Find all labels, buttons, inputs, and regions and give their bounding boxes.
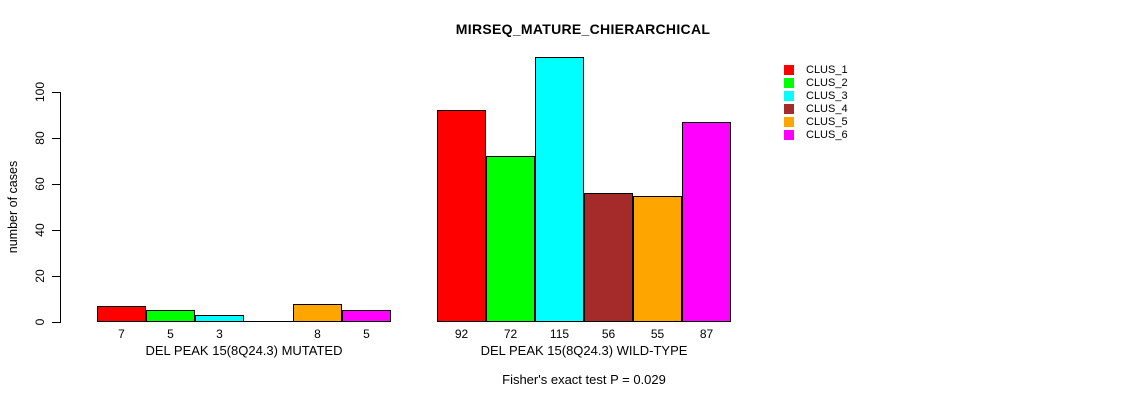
bar-clus_3 — [535, 57, 584, 322]
group-label: DEL PEAK 15(8Q24.3) WILD-TYPE — [480, 343, 688, 358]
y-tick-mark — [52, 322, 60, 323]
zero-height-bar-clus_4 — [244, 321, 293, 322]
bar-clus_5 — [293, 304, 342, 322]
y-tick-mark — [52, 276, 60, 277]
bar-value-label: 3 — [216, 327, 223, 341]
bar-value-label: 5 — [167, 327, 174, 341]
legend-item-clus_2: CLUS_2 — [784, 77, 874, 89]
y-tick-mark — [52, 138, 60, 139]
bar-clus_2 — [486, 156, 535, 322]
y-tick-label: 100 — [33, 81, 47, 103]
bar-clus_1 — [437, 110, 486, 322]
fisher-test-annotation: Fisher's exact test P = 0.029 — [502, 372, 666, 387]
legend-item-clus_4: CLUS_4 — [784, 103, 874, 115]
y-tick-mark — [52, 230, 60, 231]
y-axis-line — [60, 92, 61, 323]
legend-swatch-icon — [784, 91, 794, 101]
legend-swatch-icon — [784, 65, 794, 75]
bar-clus_1 — [97, 306, 146, 322]
bar-clus_3 — [195, 315, 244, 322]
bar-value-label: 115 — [549, 327, 570, 341]
legend-swatch-icon — [784, 117, 794, 127]
bar-clus_2 — [146, 310, 195, 322]
bar-clus_4 — [584, 193, 633, 322]
legend-label: CLUS_2 — [806, 77, 848, 89]
y-tick-label: 60 — [33, 177, 47, 191]
bar-value-label: 7 — [118, 327, 125, 341]
legend-label: CLUS_3 — [806, 90, 848, 102]
bar-value-label: 55 — [650, 327, 665, 341]
group-label: DEL PEAK 15(8Q24.3) MUTATED — [145, 343, 343, 358]
y-axis-title: number of cases — [6, 160, 20, 254]
bar-value-label: 8 — [314, 327, 321, 341]
legend-item-clus_6: CLUS_6 — [784, 129, 874, 141]
legend-swatch-icon — [784, 130, 794, 140]
bar-clus_6 — [342, 310, 391, 322]
bar-value-label: 92 — [454, 327, 469, 341]
legend-label: CLUS_5 — [806, 116, 848, 128]
bar-value-label: 56 — [601, 327, 616, 341]
y-tick-label: 20 — [33, 269, 47, 283]
bar-clus_5 — [633, 196, 682, 322]
legend-item-clus_1: CLUS_1 — [784, 64, 874, 76]
legend-swatch-icon — [784, 104, 794, 114]
bar-value-label: 72 — [503, 327, 518, 341]
chart-title: MIRSEQ_MATURE_CHIERARCHICAL — [455, 21, 711, 37]
y-tick-mark — [52, 92, 60, 93]
legend-item-clus_3: CLUS_3 — [784, 90, 874, 102]
legend-label: CLUS_6 — [806, 129, 848, 141]
bar-value-label: 5 — [363, 327, 370, 341]
legend-item-clus_5: CLUS_5 — [784, 116, 874, 128]
legend-label: CLUS_1 — [806, 64, 848, 76]
y-tick-label: 80 — [33, 131, 47, 145]
bar-clus_6 — [682, 122, 731, 322]
y-tick-label: 40 — [33, 223, 47, 237]
legend-swatch-icon — [784, 78, 794, 88]
bar-value-label: 87 — [699, 327, 714, 341]
legend-label: CLUS_4 — [806, 103, 848, 115]
y-tick-label: 0 — [33, 318, 47, 326]
y-tick-mark — [52, 184, 60, 185]
